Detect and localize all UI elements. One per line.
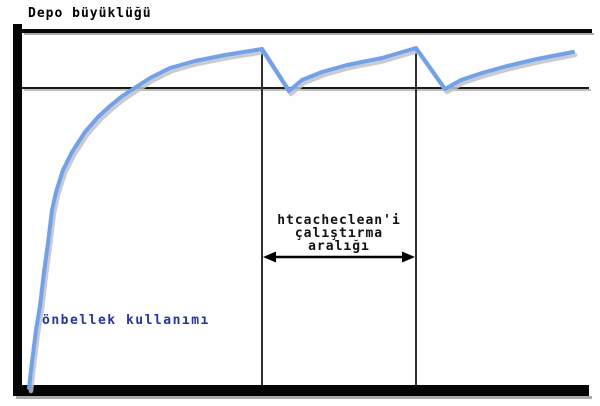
cache-usage-curve	[27, 46, 575, 390]
threshold-line	[22, 87, 589, 89]
cache-usage-label: önbellek kullanımı	[42, 313, 210, 328]
interval-annotation-line3: aralığı	[308, 239, 370, 254]
y-axis-line	[13, 24, 22, 396]
storage-limit-line	[22, 29, 592, 33]
x-axis-shadow	[16, 396, 592, 399]
interval-annotation-line1: htcacheclean'i	[277, 213, 401, 228]
interval-arrow-head-right	[402, 251, 415, 263]
threshold-shadow	[24, 89, 591, 91]
storage-limit-shadow	[24, 33, 594, 35]
interval-annotation: htcacheclean'i çalıştırma aralığı	[262, 214, 416, 253]
y-axis-title: Depo büyüklüğü	[28, 6, 152, 21]
interval-annotation-line2: çalıştırma	[294, 226, 384, 241]
interval-arrow-head-left	[263, 251, 276, 263]
x-axis-line	[13, 385, 589, 396]
